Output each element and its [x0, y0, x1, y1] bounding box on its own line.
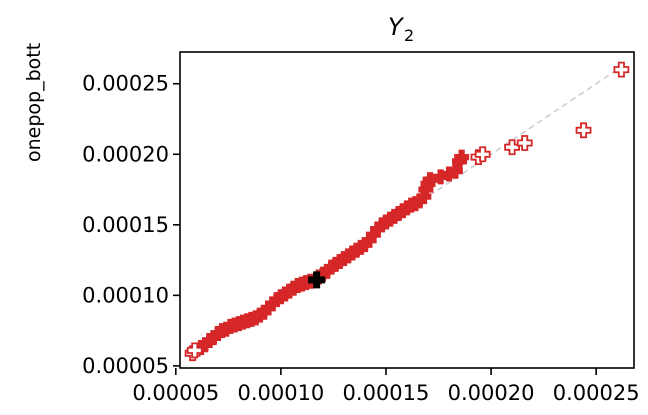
- data-point-outlier: [516, 135, 533, 151]
- y-tick-label: 0.00025: [82, 72, 169, 96]
- y-tick-label: 0.00005: [82, 354, 169, 378]
- data-point-outlier: [504, 139, 520, 156]
- x-tick-label: 0.00015: [343, 381, 430, 405]
- data-point: [454, 149, 470, 165]
- chart-title-subscript: 2: [404, 26, 414, 45]
- highlight-point: [308, 271, 326, 289]
- data-point-outlier: [474, 146, 491, 163]
- data-point-outlier: [613, 61, 630, 78]
- data-point-outlier: [575, 122, 592, 139]
- data-point-outlier: [186, 342, 203, 359]
- y-tick-label: 0.00010: [82, 283, 169, 307]
- chart-title: Y: [388, 13, 405, 41]
- y-tick-label: 0.00020: [82, 142, 169, 166]
- x-tick-label: 0.00025: [553, 381, 640, 405]
- x-tick-label: 0.00005: [132, 381, 219, 405]
- x-tick-label: 0.00010: [237, 381, 324, 405]
- x-axis: 0.00005 0.00010 0.00015 0.00020 0.00025: [132, 368, 640, 405]
- y-axis: 0.00005 0.00010 0.00015 0.00020 0.00025: [82, 72, 180, 378]
- points-layer: [184, 61, 630, 362]
- y-tick-label: 0.00015: [82, 213, 169, 237]
- y-axis-label: onepop_bott: [23, 43, 45, 162]
- data-point: [422, 172, 438, 188]
- x-tick-label: 0.00020: [448, 381, 535, 405]
- plot-frame: [179, 51, 635, 369]
